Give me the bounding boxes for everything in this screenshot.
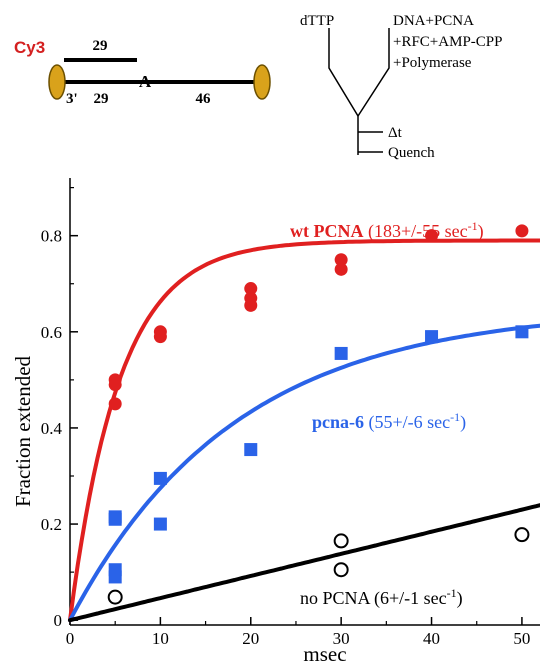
y-tick-label: 0.4	[41, 419, 63, 438]
series-annotation-2: pcna-6 (55+/-6 sec-1)	[312, 410, 466, 433]
reagent-line-3: +Polymerase	[393, 55, 472, 71]
template-base-label: A	[139, 72, 152, 91]
y-tick-label: 0.8	[41, 227, 62, 246]
series-annotation-rate: (183+/-55 sec	[364, 221, 468, 242]
series-annotation-superscript: -1	[450, 410, 460, 424]
data-point-series-1	[515, 224, 529, 238]
series-annotation-close: )	[478, 221, 484, 242]
y-tick-label: 0.6	[41, 323, 62, 342]
template-right-length-label: 46	[196, 91, 212, 107]
series-annotation-close: )	[457, 588, 463, 609]
y-axis-label: Fraction extended	[11, 355, 35, 507]
fit-curve-1	[68, 238, 540, 623]
data-point-series-1	[108, 397, 122, 411]
x-tick-label: 0	[66, 629, 75, 648]
series-annotation-3: no PCNA (6+/-1 sec-1)	[300, 586, 463, 609]
data-point-series-2	[244, 443, 258, 457]
data-point-series-1	[153, 330, 167, 344]
left-syringe-line	[328, 28, 359, 117]
x-axis-label: msec	[303, 642, 346, 661]
left-bead-icon	[48, 64, 66, 100]
chart: 0 0.2 0.4 0.6 0.8 0 10 20 30 40 50 wt PCNA (183+/-…	[11, 178, 540, 661]
quench-label: Quench	[388, 145, 435, 161]
reagent-dttp-label: dTTP	[300, 13, 334, 29]
y-tick-label: 0.2	[41, 515, 62, 534]
series-annotation-name: pcna-6	[312, 412, 364, 432]
cy3-dye-label: Cy3	[14, 38, 45, 57]
mixing-diagram: dTTP DNA+PCNA +RFC+AMP-CPP +Polymerase Δ…	[300, 13, 502, 161]
dna-substrate-schematic: Cy3 29 3' 29 A 46	[14, 38, 271, 107]
delay-label: Δt	[388, 125, 403, 141]
series-annotations: wt PCNA (183+/-55 sec-1)pcna-6 (55+/-6 s…	[290, 219, 484, 609]
x-tick-label: 10	[152, 629, 169, 648]
right-bead-icon	[253, 64, 271, 100]
y-tick-label: 0	[54, 611, 63, 630]
data-point-series-1	[108, 378, 122, 392]
x-tick-label: 40	[423, 629, 440, 648]
series-annotation-name: wt PCNA	[290, 221, 364, 241]
template-left-length-label: 29	[94, 91, 109, 107]
reagent-line-2: +RFC+AMP-CPP	[393, 34, 502, 50]
data-point-series-2	[334, 346, 348, 360]
fit-curve-2	[68, 323, 540, 623]
data-point-series-2	[153, 517, 167, 531]
axes: 0 0.2 0.4 0.6 0.8 0 10 20 30 40 50	[41, 178, 540, 648]
series-annotation-rate: (55+/-6 sec	[364, 412, 450, 433]
data-point-series-1	[334, 262, 348, 276]
series-annotation-close: )	[460, 412, 466, 433]
data-point-series-2	[425, 330, 439, 344]
reagent-line-1: DNA+PCNA	[393, 13, 474, 29]
data-point-series-1	[425, 229, 439, 243]
x-tick-label: 50	[513, 629, 530, 648]
data-points	[107, 224, 530, 605]
data-point-series-2	[108, 512, 122, 526]
data-point-series-1	[244, 282, 258, 296]
x-tick-label: 20	[242, 629, 259, 648]
data-point-series-3	[107, 589, 123, 605]
fit-curves	[68, 238, 540, 623]
data-point-series-2	[153, 471, 167, 485]
data-point-series-3	[333, 533, 349, 549]
series-annotation-superscript: -1	[447, 586, 457, 600]
primer-length-label: 29	[93, 38, 108, 54]
data-point-series-3	[333, 562, 349, 578]
series-annotation-superscript: -1	[468, 219, 478, 233]
x-tick-label: 30	[333, 629, 350, 648]
data-point-series-3	[514, 527, 530, 543]
right-syringe-line	[357, 28, 390, 117]
series-annotation-1: wt PCNA (183+/-55 sec-1)	[290, 219, 484, 242]
data-point-series-2	[108, 570, 122, 584]
data-point-series-1	[244, 298, 258, 312]
data-point-series-1	[334, 253, 348, 267]
three-prime-label: 3'	[66, 91, 78, 107]
data-point-series-2	[515, 325, 529, 339]
fit-curve-3	[68, 503, 540, 623]
series-annotation-rate: no PCNA (6+/-1 sec	[300, 588, 447, 609]
